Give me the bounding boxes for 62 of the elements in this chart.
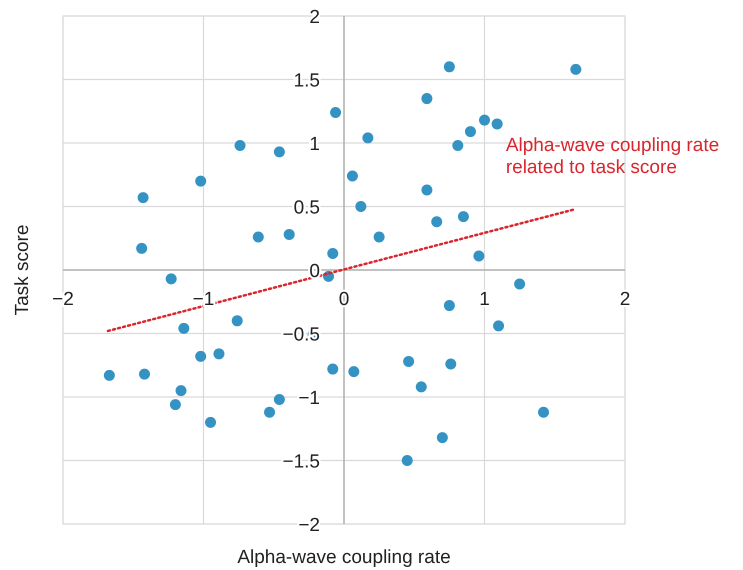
x-tick-label: −1 [192,289,214,310]
point [327,248,338,259]
point [138,192,149,204]
y-tick-label: 2 [309,7,320,28]
point [458,211,469,222]
y-tick-label: 1 [309,134,320,155]
y-tick-label: 1.5 [294,70,320,92]
point [195,350,206,362]
point [234,140,246,152]
point [252,231,264,242]
point [274,146,285,158]
point [416,381,427,392]
y-axis-title: Task score [12,224,33,316]
point [176,385,187,396]
point [444,61,455,72]
y-tick-label: −2 [298,515,320,536]
point [374,231,385,242]
point [538,406,550,418]
point [195,176,206,187]
point [479,114,490,126]
point [464,126,476,138]
x-tick-label: 2 [620,289,630,310]
point [232,315,243,326]
point [213,348,224,360]
point [514,278,526,290]
point [421,93,432,104]
y-tick-label: −1.5 [282,452,320,472]
point [362,132,374,144]
x-tick-label: 0 [338,289,350,310]
point [264,406,276,418]
point [452,140,464,152]
point [274,394,285,406]
point [205,416,216,428]
y-tick-label: −1 [298,388,320,409]
point [444,300,455,312]
point [473,250,484,262]
point [403,356,414,367]
point [136,242,148,254]
point [421,184,432,196]
point [436,432,448,444]
point [138,368,150,380]
point [402,455,413,466]
point [178,322,190,334]
point [166,273,177,284]
point [570,64,582,75]
point [355,201,366,212]
y-tick-label: 0.5 [294,198,320,218]
point [348,366,360,378]
point [170,399,181,410]
point [330,107,342,118]
point [493,320,504,332]
x-tick-label: −2 [52,289,74,310]
point [104,370,115,381]
point [346,170,358,182]
point [431,216,442,228]
x-tick-label: 1 [479,289,490,310]
annotation: Alpha-wave coupling rate related to task score [506,135,720,178]
x-axis-title: Alpha-wave coupling rate [237,547,451,568]
point [492,118,503,130]
point [327,364,338,375]
point [284,228,295,240]
point [445,358,456,370]
